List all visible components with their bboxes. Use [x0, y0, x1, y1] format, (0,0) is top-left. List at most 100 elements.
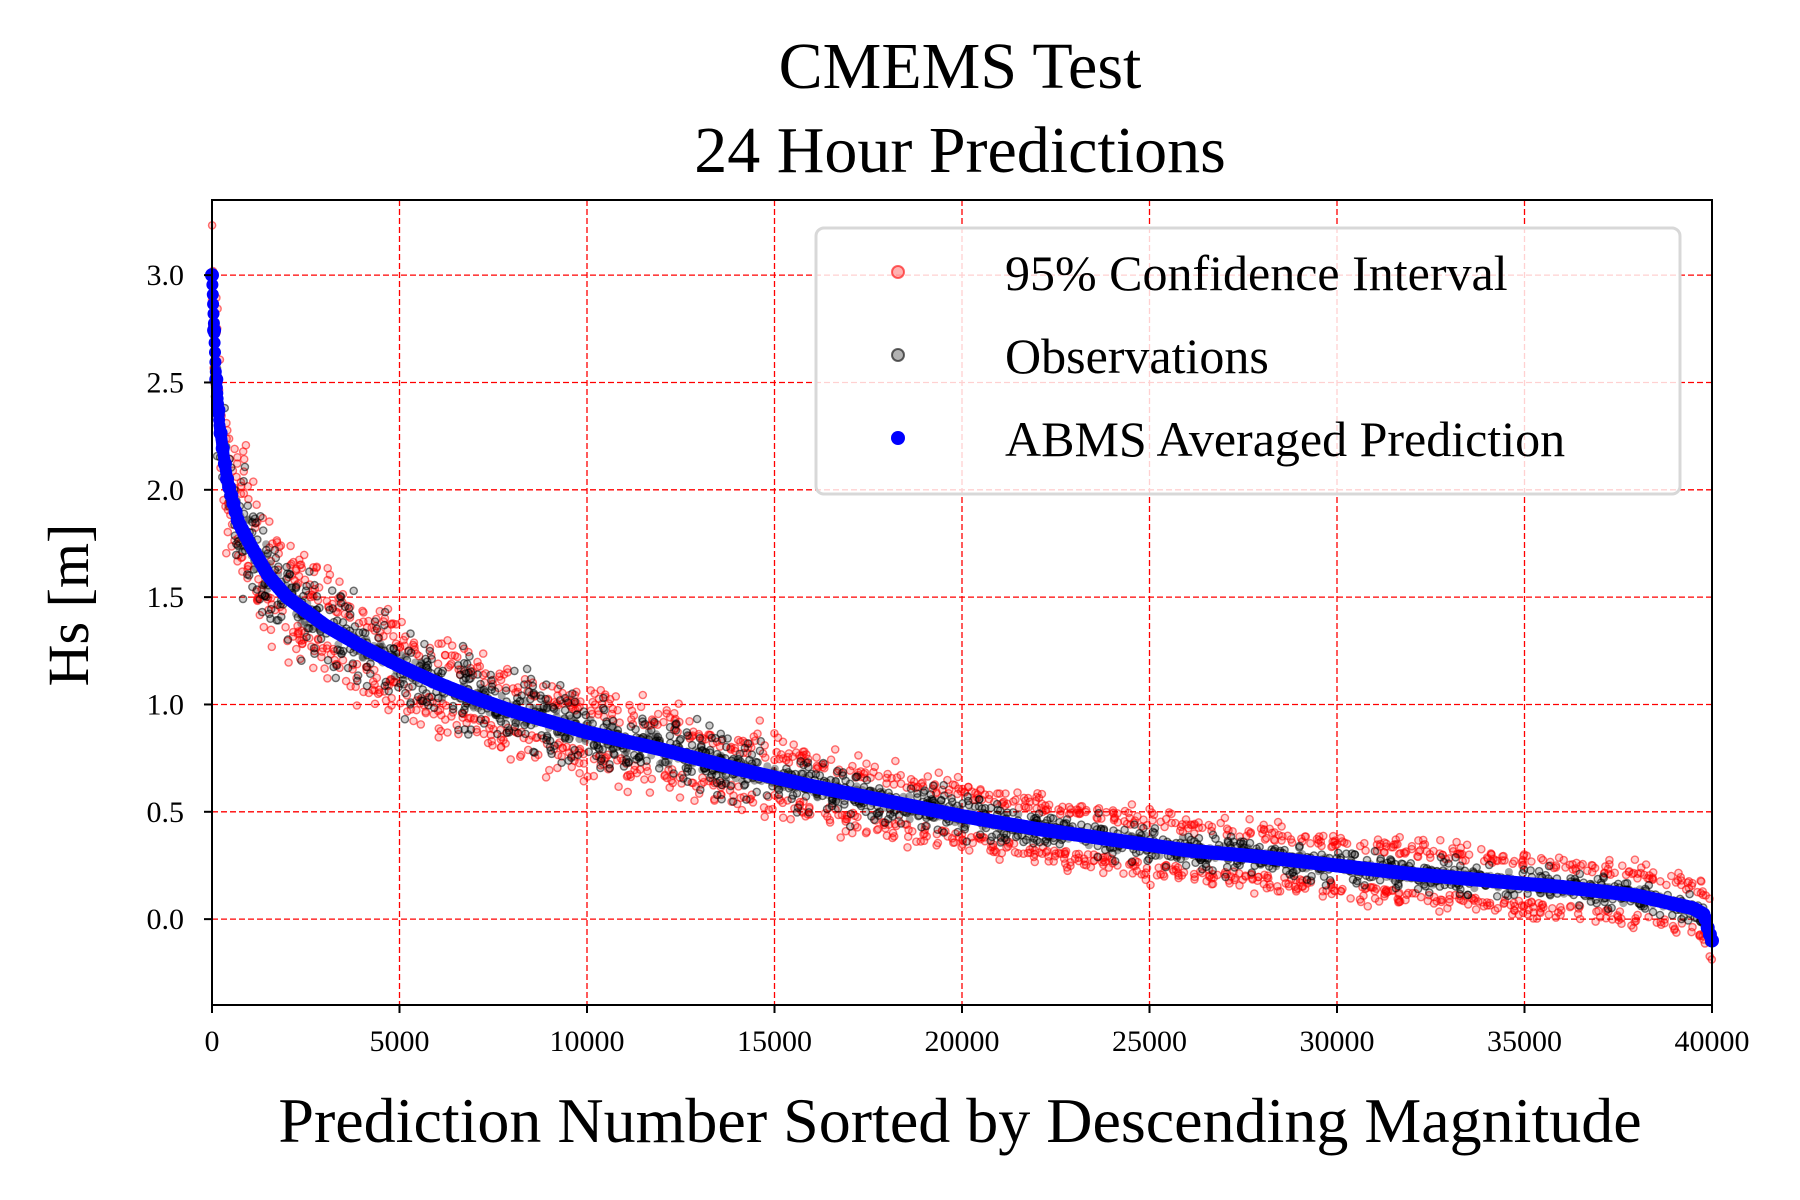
interval-point [665, 783, 675, 792]
observation-point [605, 760, 614, 769]
observation-point [522, 664, 532, 674]
interval-point [965, 846, 974, 855]
observation-point [1668, 910, 1677, 920]
interval-point [1340, 838, 1349, 847]
interval-point [1245, 814, 1254, 824]
interval-point [479, 729, 489, 739]
interval-point [1330, 886, 1339, 896]
interval-point [1001, 789, 1010, 798]
interval-point [524, 735, 534, 745]
observation-point [1603, 904, 1613, 914]
interval-point [1519, 851, 1528, 861]
legend-label-interval: 95% Confidence Interval [1005, 245, 1508, 301]
observation-point [273, 562, 283, 572]
interval-point [1395, 897, 1404, 907]
interval-point [583, 772, 592, 781]
observation-point [492, 729, 502, 739]
interval-point [812, 753, 821, 762]
interval-point [1486, 849, 1496, 858]
interval-point [1532, 914, 1542, 923]
interval-point [1499, 851, 1508, 861]
observation-point [466, 725, 476, 734]
observation-point [939, 780, 949, 790]
interval-point [632, 768, 642, 778]
observation-point [1544, 861, 1554, 871]
observation-point [258, 526, 268, 535]
observation-point [963, 792, 972, 801]
observation-point [422, 689, 431, 698]
interval-point [733, 735, 743, 745]
observation-point [683, 767, 692, 776]
legend-marker-interval [891, 265, 905, 279]
observation-point [804, 808, 814, 817]
observation-point [1413, 884, 1423, 894]
interval-point [675, 793, 685, 802]
interval-point [889, 780, 899, 789]
interval-point [853, 823, 862, 832]
observation-point [1285, 870, 1294, 879]
observation-point [692, 714, 702, 724]
interval-point [1187, 820, 1196, 830]
observation-point [1347, 849, 1357, 858]
interval-point [320, 664, 329, 673]
observation-point [564, 756, 574, 765]
interval-point [499, 670, 509, 679]
observation-point [238, 594, 248, 604]
interval-point [1510, 856, 1519, 866]
observation-point [1655, 910, 1665, 920]
observation-point [453, 661, 463, 670]
observation-point [1360, 881, 1369, 890]
interval-point [1380, 848, 1389, 857]
interval-point [1382, 839, 1391, 848]
interval-point [230, 444, 239, 454]
interval-point [611, 692, 621, 701]
interval-point [674, 699, 684, 709]
interval-point [236, 489, 246, 499]
interval-point [391, 620, 401, 629]
interval-point [1524, 898, 1533, 908]
observation-point [310, 580, 319, 590]
observation-point [801, 792, 811, 801]
observation-point [1534, 866, 1544, 876]
interval-point [760, 812, 770, 822]
interval-point [1159, 872, 1169, 881]
observation-point [970, 802, 980, 812]
interval-point [1576, 861, 1585, 871]
prediction-point [251, 550, 263, 563]
observation-point [600, 705, 609, 715]
interval-point [1399, 848, 1409, 857]
observation-point [1048, 814, 1058, 823]
legend-label-prediction: ABMS Averaged Prediction [1005, 411, 1565, 467]
observation-point [883, 814, 893, 824]
interval-point [1363, 902, 1373, 911]
interval-point [1156, 817, 1165, 827]
interval-point [259, 622, 269, 632]
interval-point [1490, 906, 1500, 915]
observation-point [1391, 883, 1401, 893]
interval-point [1388, 842, 1398, 852]
interval-point [299, 550, 309, 560]
observation-point [257, 607, 267, 617]
observation-point [1455, 889, 1465, 899]
interval-point [1618, 861, 1627, 871]
y-tick-label: 0.0 [147, 903, 185, 936]
observation-point [235, 544, 244, 553]
observation-point [270, 545, 280, 555]
interval-point [1146, 880, 1155, 890]
observation-point [510, 666, 519, 676]
observation-point [1127, 857, 1137, 867]
observation-point [1451, 853, 1460, 862]
observation-point [682, 728, 692, 737]
interval-point [1373, 835, 1383, 844]
interval-point [447, 651, 457, 660]
observation-point [528, 681, 538, 691]
observation-point [328, 604, 338, 613]
observation-point [406, 700, 415, 709]
interval-point [1379, 885, 1389, 894]
interval-point [1559, 855, 1568, 865]
interval-point [1011, 795, 1020, 805]
x-axis-label: Prediction Number Sorted by Descending M… [278, 1085, 1641, 1156]
interval-point [1044, 800, 1054, 810]
interval-point [1275, 887, 1285, 896]
interval-point [373, 689, 383, 699]
